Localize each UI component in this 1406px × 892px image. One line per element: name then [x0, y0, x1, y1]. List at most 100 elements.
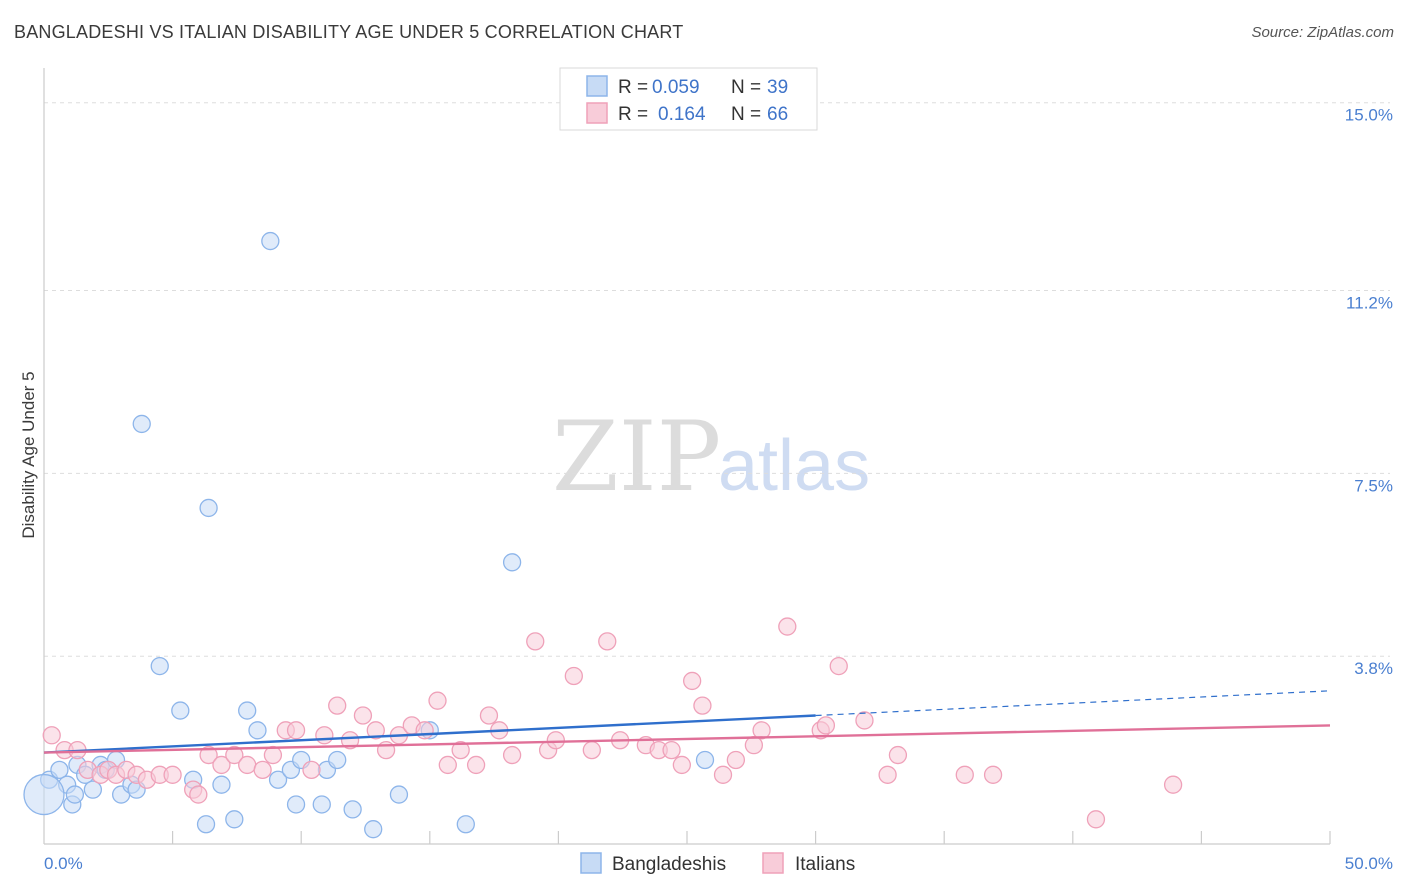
data-point-bangladeshis [261, 231, 280, 251]
data-point-bangladeshis [286, 795, 306, 814]
data-point-bangladeshis [502, 553, 522, 572]
data-point-italians [1163, 775, 1183, 794]
data-point-bangladeshis [65, 785, 85, 804]
data-point-bangladeshis [132, 414, 151, 434]
x-tick-label-min: 0.0% [44, 854, 83, 873]
data-point-italians [816, 716, 836, 735]
series-italians [42, 617, 1183, 829]
data-point-italians [582, 740, 601, 760]
axes: 3.8% 7.5% 11.2% 15.0% 0.0% 50.0% [43, 68, 1393, 873]
data-point-italians [1086, 810, 1106, 829]
data-point-bangladeshis [268, 770, 288, 789]
watermark-zip: ZIP [552, 401, 721, 513]
bottom-legend-swatch-italians [762, 852, 784, 874]
y-tick-label: 11.2% [1346, 294, 1393, 313]
data-point-italians [340, 731, 360, 750]
legend-n-value-2: 66 [767, 104, 788, 125]
data-point-italians [546, 731, 565, 750]
data-point-bangladeshis [312, 795, 331, 814]
data-point-bangladeshis [199, 498, 218, 518]
data-point-italians [466, 755, 486, 775]
data-point-bangladeshis [171, 701, 190, 720]
data-point-italians [212, 755, 231, 775]
data-point-italians [983, 765, 1003, 784]
data-point-italians [189, 785, 208, 804]
trend-line-bangladeshis [43, 714, 816, 754]
top-legend: R = 0.059 N = 39 R = 0.164 N = 66 [559, 67, 818, 131]
data-point-bangladeshis [212, 775, 231, 794]
data-point-italians [428, 691, 447, 710]
data-point-italians [955, 765, 974, 784]
data-point-bangladeshis [456, 815, 475, 834]
y-tick-label: 15.0% [1345, 106, 1393, 125]
data-point-italians [752, 721, 771, 740]
data-point-large-bangladeshis [23, 773, 65, 816]
data-point-italians [778, 617, 797, 636]
data-point-italians [888, 745, 908, 765]
legend-n-label-2: N = [731, 104, 761, 125]
legend-r-value-2: 0.164 [658, 104, 706, 125]
data-point-bangladeshis [328, 750, 347, 770]
data-point-italians [353, 706, 373, 725]
trend-lines [43, 690, 1331, 754]
watermark-atlas: atlas [718, 426, 870, 506]
data-point-italians [713, 765, 733, 784]
data-points [23, 231, 1183, 839]
data-point-italians [855, 711, 874, 730]
bottom-legend-bangladeshis: Bangladeshis [612, 854, 726, 875]
legend-r-label-2: R = [618, 104, 648, 125]
source-label: Source: ZipAtlas.com [1251, 24, 1394, 41]
x-tick-label-max: 50.0% [1345, 854, 1393, 873]
trend-line-extension-bangladeshis [815, 690, 1331, 717]
data-point-italians [502, 745, 522, 765]
legend-n-label-1: N = [731, 77, 761, 98]
data-point-italians [199, 745, 218, 765]
data-point-italians [693, 696, 712, 715]
data-point-italians [878, 765, 897, 784]
data-point-italians [682, 671, 702, 691]
data-point-italians [225, 745, 244, 765]
y-tick-label: 3.8% [1354, 659, 1393, 678]
data-point-italians [829, 656, 848, 676]
data-point-bangladeshis [343, 800, 362, 819]
data-point-italians [238, 755, 257, 775]
data-point-bangladeshis [83, 780, 103, 799]
data-point-bangladeshis [196, 815, 216, 834]
data-point-bangladeshis [695, 750, 715, 770]
data-point-italians [315, 726, 334, 745]
bottom-legend: Bangladeshis Italians [580, 852, 855, 875]
data-point-italians [253, 760, 272, 780]
data-point-italians [42, 726, 61, 745]
data-point-bangladeshis [225, 810, 244, 829]
data-point-italians [263, 745, 283, 765]
data-point-bangladeshis [50, 760, 69, 780]
grid-lines [44, 102, 1390, 657]
data-point-italians [286, 721, 306, 740]
legend-r-label-1: R = [618, 77, 648, 98]
data-point-bangladeshis [389, 785, 409, 804]
legend-r-value-1: 0.059 [652, 77, 700, 98]
y-axis-label: Disability Age Under 5 [19, 371, 38, 538]
legend-swatch-italians [586, 102, 608, 124]
data-point-italians [438, 755, 457, 775]
watermark: ZIP atlas [552, 401, 870, 513]
bottom-legend-swatch-bangladeshis [580, 852, 602, 874]
data-point-bangladeshis [248, 721, 267, 740]
data-point-bangladeshis [238, 701, 257, 720]
data-point-italians [328, 696, 347, 715]
legend-n-value-1: 39 [767, 77, 788, 98]
data-point-italians [672, 755, 692, 775]
chart-title: BANGLADESHI VS ITALIAN DISABILITY AGE UN… [14, 22, 684, 42]
data-point-italians [479, 706, 499, 725]
series-bangladeshis [39, 231, 715, 839]
data-point-italians [564, 666, 583, 686]
data-point-italians [726, 750, 746, 770]
trend-line-italians [43, 724, 1331, 754]
legend-swatch-bangladeshis [586, 75, 608, 97]
data-point-bangladeshis [150, 656, 169, 676]
data-point-italians [415, 721, 434, 740]
data-point-bangladeshis [364, 820, 383, 839]
data-point-italians [451, 740, 470, 760]
data-point-italians [526, 632, 545, 651]
